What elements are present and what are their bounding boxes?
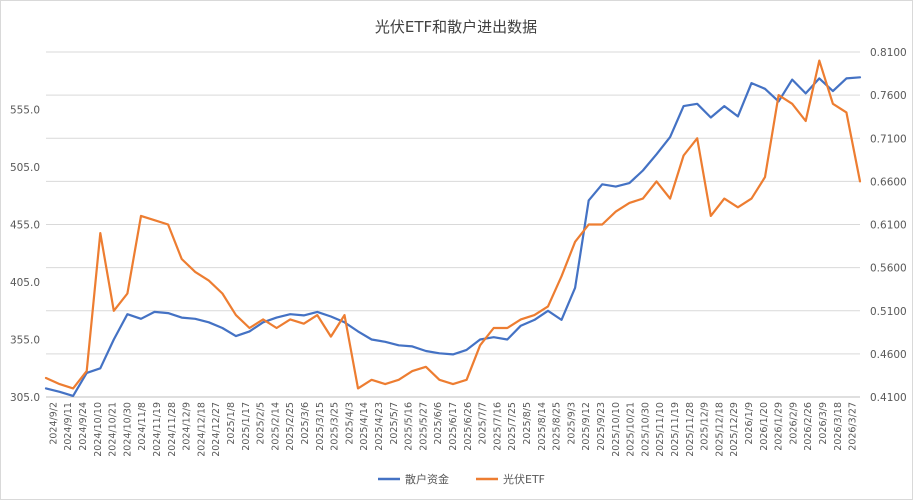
x-axis-tick-label: 2024/9/11 [63, 402, 74, 451]
right-axis-tick-label: 0.8100 [870, 47, 907, 59]
x-axis-tick-label: 2026/3/18 [833, 402, 844, 451]
right-axis-tick-label: 0.6100 [870, 220, 907, 232]
right-axis-tick-label: 0.4600 [870, 349, 907, 361]
x-axis-tick-label: 2025/5/16 [404, 402, 415, 451]
x-axis-tick-label: 2024/11/28 [167, 402, 178, 457]
x-axis-tick-label: 2025/8/5 [522, 402, 533, 445]
x-axis-tick-label: 2025/9/23 [596, 402, 607, 451]
x-axis-tick-label: 2025/12/18 [714, 402, 725, 457]
x-axis-tick-label: 2024/12/9 [182, 402, 193, 451]
left-axis-tick-label: 505.0 [10, 162, 40, 174]
x-axis-tick-label: 2025/12/9 [700, 402, 711, 451]
left-axis-tick-label: 555.0 [10, 105, 40, 117]
right-axis-tick-label: 0.7600 [870, 90, 907, 102]
x-axis-tick-label: 2025/7/16 [492, 402, 503, 451]
x-axis-tick-label: 2026/3/27 [848, 402, 859, 451]
x-axis-tick-label: 2025/12/29 [729, 402, 740, 457]
x-axis-tick-label: 2026/1/9 [744, 402, 755, 445]
x-axis-tick-label: 2025/4/3 [344, 402, 355, 445]
x-axis-tick-label: 2024/10/21 [108, 402, 119, 457]
right-axis-tick-label: 0.5100 [870, 306, 907, 318]
x-axis-tick-label: 2026/2/9 [788, 402, 799, 445]
legend: 散户资金 光伏ETF [378, 472, 545, 486]
axes: 305.0 355.0 405.0 455.0 505.0 555.0 0.4100 0.46… [10, 47, 907, 457]
x-axis-tick-label: 2024/10/10 [93, 402, 104, 457]
left-axis-tick-label: 455.0 [10, 220, 40, 232]
x-axis-tick-label: 2025/3/25 [330, 402, 341, 451]
left-axis-tick-label: 305.0 [10, 392, 40, 404]
x-axis-tick-label: 2024/10/30 [122, 402, 133, 457]
series-lines [44, 59, 862, 397]
x-axis-tick-label: 2025/7/25 [507, 402, 518, 451]
x-axis-tick-label: 2025/11/19 [670, 402, 681, 457]
x-axis-tick-label: 2025/3/15 [315, 402, 326, 451]
x-axis-tick-label: 2025/2/25 [285, 402, 296, 451]
x-axis-tick-label: 2025/2/14 [270, 402, 281, 451]
x-axis-tick-label: 2026/3/9 [818, 402, 829, 445]
x-axis-tick-label: 2025/6/17 [448, 402, 459, 451]
chart-title: 光伏ETF和散户进出数据 [375, 18, 537, 36]
x-axis-tick-label: 2025/4/14 [359, 402, 370, 451]
x-axis-tick-label: 2024/11/8 [137, 402, 148, 451]
x-axis-tick-label: 2026/1/20 [759, 402, 770, 451]
x-axis-tick-label: 2025/6/26 [463, 402, 474, 451]
x-axis-tick-label: 2025/8/25 [552, 402, 563, 451]
x-axis-tick-label: 2025/1/8 [226, 402, 237, 445]
series-line-1 [44, 76, 862, 397]
series-line-2 [44, 59, 862, 390]
x-axis-tick-label: 2025/10/10 [611, 402, 622, 457]
x-axis-tick-label: 2025/5/27 [418, 402, 429, 451]
x-axis-tick-label: 2025/11/10 [655, 402, 666, 457]
x-axis-tick-label: 2024/12/18 [196, 402, 207, 457]
x-axis-tick-label: 2025/6/6 [433, 402, 444, 445]
x-axis-tick-label: 2024/11/19 [152, 402, 163, 457]
x-axis-tick-label: 2025/4/23 [374, 402, 385, 451]
x-axis-tick-label: 2025/10/21 [626, 402, 637, 457]
x-axis-tick-label: 2024/9/24 [78, 402, 89, 451]
x-axis-tick-label: 2025/8/14 [537, 402, 548, 451]
x-axis-tick-label: 2024/12/27 [211, 402, 222, 457]
x-axis-tick-label: 2025/1/17 [241, 402, 252, 451]
x-axis-tick-label: 2025/7/7 [478, 402, 489, 445]
x-axis-tick-label: 2026/2/26 [803, 402, 814, 451]
x-axis-tick-label: 2025/10/30 [640, 402, 651, 457]
left-axis-tick-label: 355.0 [10, 335, 40, 347]
x-axis-tick-label: 2025/3/6 [300, 402, 311, 445]
x-axis-tick-label: 2025/11/28 [685, 402, 696, 457]
right-axis-tick-label: 0.7100 [870, 133, 907, 145]
legend-label-2: 光伏ETF [503, 472, 545, 486]
x-axis-tick-label: 2025/5/7 [389, 402, 400, 445]
right-axis-tick-label: 0.5600 [870, 263, 907, 275]
x-axis-tick-label: 2025/9/12 [581, 402, 592, 451]
x-axis-tick-label: 2025/2/5 [256, 402, 267, 445]
x-axis-tick-label: 2025/9/3 [566, 402, 577, 445]
legend-label-1: 散户资金 [405, 472, 449, 486]
x-axis-tick-label: 2024/9/2 [48, 402, 59, 445]
right-axis-tick-label: 0.4100 [870, 392, 907, 404]
right-axis-tick-label: 0.6600 [870, 176, 907, 188]
left-axis-tick-label: 405.0 [10, 277, 40, 289]
x-axis-tick-label: 2026/1/29 [774, 402, 785, 451]
